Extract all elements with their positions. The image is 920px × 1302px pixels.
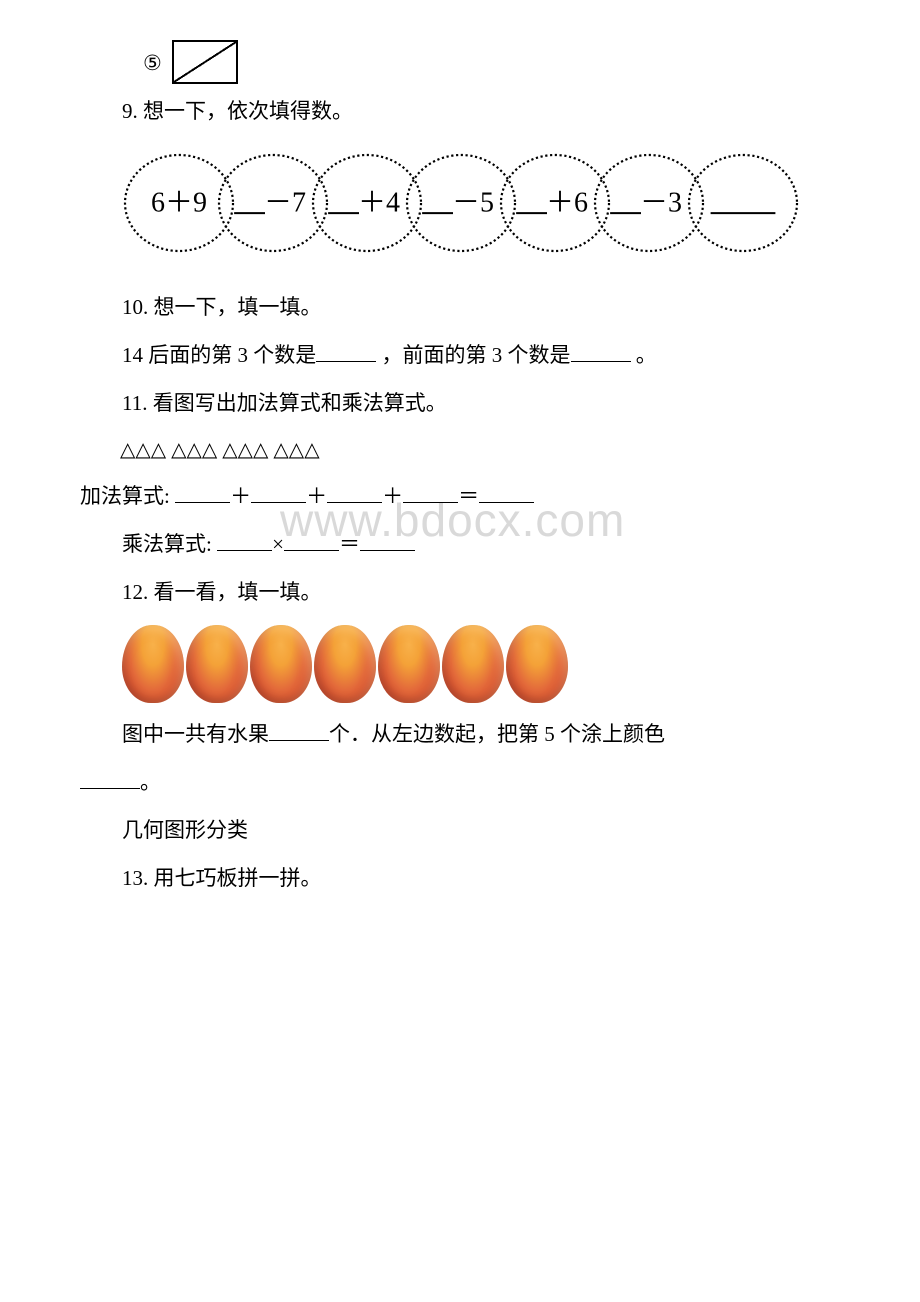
q11-plus3: ＋ [382, 484, 403, 508]
q13-number: 13. [122, 866, 148, 890]
q11-add-label: 加法算式: [80, 484, 170, 508]
q11-eq: ＝ [458, 484, 479, 508]
q11-plus1: ＋ [230, 484, 251, 508]
q11-mul-b3[interactable] [360, 529, 415, 551]
q12-l2c: 。 [140, 770, 161, 794]
q12-prompt: 12. 看一看，填一填。 [80, 573, 840, 613]
q9-number: 9. [122, 99, 138, 123]
q12-blank2[interactable] [80, 767, 140, 789]
q10-blank2[interactable] [571, 340, 631, 362]
q10-l2b: ，前面的第 3 个数是 [382, 343, 571, 367]
svg-text:＋4: ＋4 [358, 187, 400, 218]
q13-prompt: 13. 用七巧板拼一拼。 [80, 859, 840, 899]
q11-plus2: ＋ [306, 484, 327, 508]
q9-oval-chain: 6＋9 －7 ＋4 －5 ＋6 －3 [122, 150, 840, 270]
q11-number: 11. [122, 391, 147, 415]
q10-number: 10. [122, 295, 148, 319]
q11-prompt: 11. 看图写出加法算式和乘法算式。 [80, 384, 840, 424]
fruit-item [442, 625, 504, 703]
q11-mul-b2[interactable] [284, 529, 339, 551]
svg-text:6＋9: 6＋9 [151, 187, 207, 218]
q11-text: 看图写出加法算式和乘法算式。 [153, 391, 447, 415]
q11-add-b4[interactable] [403, 481, 458, 503]
q9-text: 想一下，依次填得数。 [143, 99, 353, 123]
circled-5: ⑤ [143, 44, 162, 84]
heading-geometry: 几何图形分类 [80, 811, 840, 851]
q9-prompt: 9. 想一下，依次填得数。 [80, 92, 840, 132]
q10-line2: 14 后面的第 3 个数是 ，前面的第 3 个数是 。 [80, 336, 840, 376]
svg-text:－3: －3 [640, 187, 682, 218]
item-5-marker: ⑤ [143, 40, 238, 84]
q11-mul-label: 乘法算式: [122, 532, 212, 556]
q12-blank1[interactable] [269, 719, 329, 741]
q11-add-b1[interactable] [175, 481, 230, 503]
svg-text:－7: －7 [264, 187, 306, 218]
q11-add-b2[interactable] [251, 481, 306, 503]
q10-text: 想一下，填一填。 [154, 295, 322, 319]
q10-prompt: 10. 想一下，填一填。 [80, 288, 840, 328]
fruit-item [250, 625, 312, 703]
svg-text:＋6: ＋6 [546, 187, 588, 218]
q11-add-b5[interactable] [479, 481, 534, 503]
q12-fruit-row [122, 625, 840, 703]
fruit-item [506, 625, 568, 703]
q10-l2a: 14 后面的第 3 个数是 [122, 343, 316, 367]
oval-chain-svg: 6＋9 －7 ＋4 －5 ＋6 －3 [122, 150, 800, 256]
q11-mul-b1[interactable] [217, 529, 272, 551]
q10-l2c: 。 [636, 343, 657, 367]
q12-line2: 图中一共有水果 个．从左边数起，把第 5 个涂上颜色 [80, 715, 840, 755]
q11-add-line: 加法算式: ＋ ＋ ＋ ＝ [80, 477, 840, 517]
fruit-item [314, 625, 376, 703]
q11-mul-line: 乘法算式: × ＝ [80, 525, 840, 565]
q11-times: × [272, 532, 284, 556]
fruit-item [378, 625, 440, 703]
q13-text: 用七巧板拼一拼。 [154, 866, 322, 890]
q12-l2b: 个．从左边数起，把第 5 个涂上颜色 [329, 722, 665, 746]
rect-with-diagonal [172, 40, 238, 84]
fruit-item [186, 625, 248, 703]
q10-blank1[interactable] [316, 340, 376, 362]
q12-line3: 。 [80, 763, 840, 803]
q12-number: 12. [122, 580, 148, 604]
fruit-item [122, 625, 184, 703]
q11-triangles: △△△ △△△ △△△ △△△ [120, 431, 840, 469]
q12-l2a: 图中一共有水果 [122, 722, 269, 746]
q11-add-b3[interactable] [327, 481, 382, 503]
q12-text: 看一看，填一填。 [154, 580, 322, 604]
q11-eq2: ＝ [339, 532, 360, 556]
svg-text:－5: －5 [452, 187, 494, 218]
